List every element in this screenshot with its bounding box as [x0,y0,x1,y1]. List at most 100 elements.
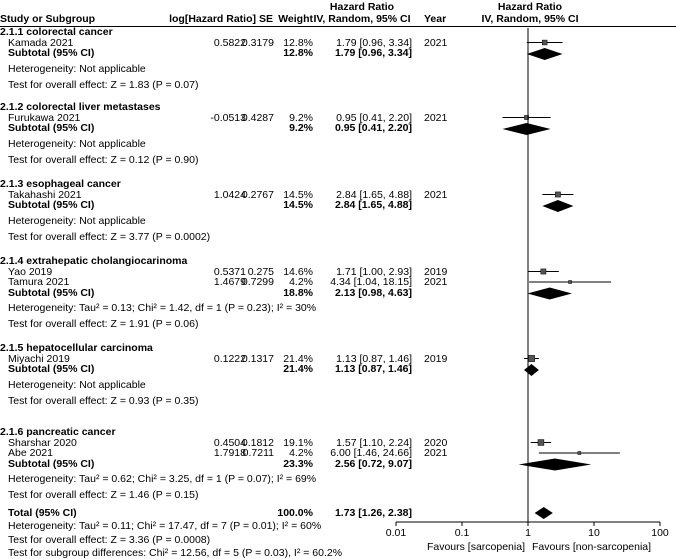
study-name: Kamada 2021 [8,36,74,49]
column-header-loghr: log[Hazard Ratio] [169,13,256,25]
column-header-year: Year [424,13,447,25]
subtotal-label: Subtotal (95% CI) [8,199,95,211]
study-loghr: 0.5822 [213,36,246,49]
subtotal-ci: 0.95 [0.41, 2.20] [334,122,412,134]
study-ci: 1.13 [0.87, 1.46] [336,352,412,365]
heterogeneity-text: Heterogeneity: Not applicable [8,62,146,75]
study-loghr: 0.5371 [213,265,246,278]
study-weight: 19.1% [283,436,313,449]
subtotal-ci: 1.79 [0.96, 3.34] [334,47,412,59]
subtotal-weight: 12.8% [283,47,313,59]
study-effect-square [528,355,535,362]
overall-effect-text: Test for overall effect: Z = 0.12 (P = 0… [8,153,199,166]
x-tick-label: 10 [588,527,600,539]
study-ci: 0.95 [0.41, 2.20] [336,111,412,124]
study-weight: 14.6% [283,265,313,278]
subgroup-title: 2.1.2 colorectal liver metastases [0,101,161,113]
overall-effect-text: Test for overall effect: Z = 1.83 (P = 0… [8,78,199,91]
study-se: 0.1812 [241,436,274,449]
subtotal-ci: 2.13 [0.98, 4.63] [334,286,412,299]
subtotal-weight: 23.3% [283,457,313,470]
study-weight: 4.2% [289,447,313,459]
heterogeneity-text: Heterogeneity: Not applicable [8,214,146,227]
study-name: Miyachi 2019 [8,352,70,365]
overall-effect-text: Test for overall effect: Z = 1.91 (P = 0… [8,318,199,330]
study-year: 2021 [424,36,448,49]
subtotal-weight: 9.2% [289,122,313,134]
subtotal-weight: 21.4% [283,363,313,375]
study-loghr: -0.0513 [210,111,246,124]
study-name: Tamura 2021 [8,276,70,288]
study-loghr: 0.4504 [213,436,246,449]
footer-heterogeneity: Heterogeneity: Tau² = 0.11; Chi² = 17.47… [8,520,322,532]
subtotal-ci: 2.56 [0.72, 9.07] [334,457,412,470]
column-header-weight: Weight [278,13,313,25]
subtotal-diamond [526,48,563,60]
column-header-hr-title: Hazard Ratio [329,1,395,13]
overall-effect-text: Test for overall effect: Z = 1.46 (P = 0… [8,489,199,501]
subtotal-diamond [527,287,572,300]
study-weight: 4.2% [289,276,313,288]
footer-overall-effect: Test for overall effect: Z = 3.36 (P = 0… [8,534,211,546]
plot-header-title: Hazard Ratio [497,1,563,13]
study-effect-square [542,39,548,46]
subtotal-diamond [542,200,574,212]
total-weight: 100.0% [277,507,313,519]
study-name: Abe 2021 [8,447,53,459]
study-name: Yao 2019 [8,265,53,278]
favours-right-label: Favours [non-sarcopenia] [532,541,652,553]
study-ci: 4.34 [1.04, 18.15] [330,276,412,288]
study-effect-square [577,451,582,455]
study-year: 2021 [424,188,448,201]
x-tick-label: 0.01 [385,527,407,539]
header-rule [0,26,676,27]
study-name: Furukawa 2021 [8,111,81,124]
subgroup-title: 2.1.3 esophageal cancer [0,178,121,190]
study-effect-square [555,191,561,198]
study-weight: 14.5% [283,188,313,201]
total-label: Total (95% CI) [8,507,77,519]
subgroup-title: 2.1.6 pancreatic cancer [0,426,116,438]
study-year: 2021 [424,276,448,288]
subgroup-title: 2.1.5 hepatocellular carcinoma [0,342,153,354]
subtotal-ci: 2.84 [1.65, 4.88] [334,199,412,211]
subtotal-diamond [518,458,592,471]
study-name: Takahashi 2021 [8,188,82,201]
subtotal-weight: 14.5% [283,199,313,211]
study-year: 2019 [424,352,448,365]
column-header-study: Study or Subgroup [0,13,96,25]
study-ci: 1.71 [1.00, 2.93] [336,265,412,278]
study-loghr: 1.0424 [213,188,246,201]
study-weight: 12.8% [283,36,313,49]
study-year: 2019 [424,265,448,278]
study-year: 2020 [424,436,448,449]
x-tick-label: 1 [525,527,531,539]
favours-left-label: Favours [sarcopenia] [426,541,525,553]
study-name: Sharshar 2020 [8,436,77,449]
study-ci: 2.84 [1.65, 4.88] [336,188,412,201]
subtotal-label: Subtotal (95% CI) [8,286,95,299]
total-diamond [534,507,553,519]
study-effect-square [568,280,572,284]
overall-effect-text: Test for overall effect: Z = 3.77 (P = 0… [8,230,211,243]
column-header-se: SE [258,13,273,25]
subtotal-label: Subtotal (95% CI) [8,47,95,59]
footer-subgroup-diff: Test for subgroup differences: Chi² = 12… [8,547,343,559]
total-ci: 1.73 [1.26, 2.38] [334,507,412,519]
study-weight: 21.4% [283,352,313,365]
study-se: 0.275 [247,265,274,278]
column-header-hr-sub: IV, Random, 95% CI [313,13,411,25]
plot-header-sub: IV, Random, 95% CI [481,13,579,25]
study-se: 0.3179 [241,36,274,49]
study-effect-square [540,268,547,275]
subtotal-diamond [502,123,551,135]
study-se: 0.2767 [241,188,274,201]
study-year: 2021 [424,111,448,124]
subtotal-label: Subtotal (95% CI) [8,363,95,375]
overall-effect-text: Test for overall effect: Z = 0.93 (P = 0… [8,394,199,407]
x-tick-label: 100 [651,527,669,539]
heterogeneity-text: Heterogeneity: Tau² = 0.13; Chi² = 1.42,… [8,302,317,315]
study-se: 0.7299 [241,276,274,288]
study-loghr: 1.7918 [213,447,246,459]
